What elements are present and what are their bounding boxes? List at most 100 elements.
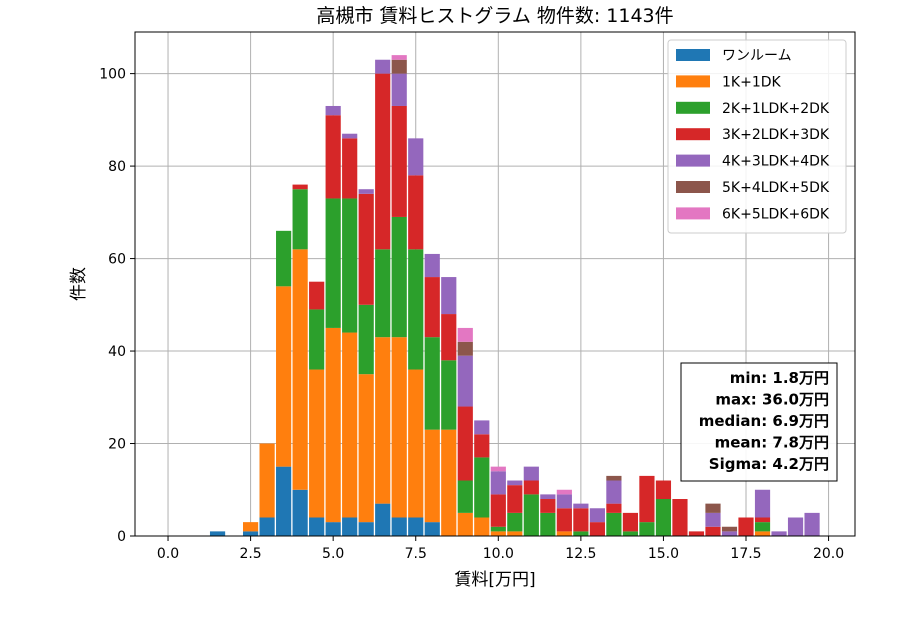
bar-0-11 <box>391 517 407 536</box>
bar-3-26 <box>639 475 655 523</box>
bar-0-13 <box>424 522 440 536</box>
bar-0-5 <box>292 489 308 536</box>
bar-2-4 <box>276 230 292 287</box>
bar-4-19 <box>523 466 539 481</box>
legend-swatch-2 <box>676 101 710 114</box>
y-axis-ticks: 0 20 40 60 80 100 <box>99 67 135 545</box>
y-tick-label: 60 <box>108 252 126 268</box>
bar-2-20 <box>540 512 556 536</box>
y-tick-label: 0 <box>117 529 126 545</box>
bar-0-0 <box>209 531 226 536</box>
bar-5-15 <box>457 341 473 356</box>
bar-1-12 <box>408 369 424 518</box>
bar-1-3 <box>259 443 275 518</box>
bar-4-17 <box>490 471 506 495</box>
bar-1-14 <box>441 429 457 536</box>
bar-3-29 <box>688 531 705 536</box>
stats-box: min: 1.8万円 max: 36.0万円 median: 6.9万円 mean: … <box>680 362 838 482</box>
bar-1-2 <box>243 522 259 532</box>
bar-4-30 <box>705 512 721 527</box>
bar-3-8 <box>342 138 358 199</box>
bar-2-19 <box>523 494 539 536</box>
bar-2-13 <box>424 337 440 430</box>
bar-1-21 <box>556 531 572 536</box>
bar-3-15 <box>457 406 473 481</box>
bar-6-11 <box>391 55 407 60</box>
bar-3-11 <box>391 105 407 217</box>
bar-3-30 <box>705 526 721 536</box>
bar-4-8 <box>342 133 358 139</box>
bar-2-16 <box>474 457 490 518</box>
bar-2-12 <box>408 249 424 370</box>
bar-3-28 <box>672 499 688 536</box>
legend-swatch-0 <box>676 49 710 61</box>
stats-line-2: median: 6.9万円 <box>699 412 829 430</box>
legend-label-2: 2K+1LDK+2DK <box>722 101 830 117</box>
bar-3-22 <box>573 508 589 532</box>
bar-2-33 <box>754 522 771 532</box>
x-tick-label: 10.0 <box>483 546 514 562</box>
bar-0-3 <box>259 517 275 536</box>
bar-1-7 <box>325 327 341 523</box>
bar-3-21 <box>556 508 572 532</box>
bar-2-5 <box>292 189 308 250</box>
bar-0-7 <box>325 522 341 536</box>
legend-swatch-6 <box>676 207 710 220</box>
bar-4-36 <box>804 512 820 536</box>
bar-1-4 <box>276 286 292 467</box>
bar-0-2 <box>243 531 259 536</box>
bars-group <box>209 55 820 536</box>
bar-5-24 <box>606 475 622 481</box>
bar-3-5 <box>292 184 308 190</box>
bar-2-17 <box>490 526 506 532</box>
bar-0-12 <box>408 517 424 536</box>
x-tick-label: 15.0 <box>648 546 679 562</box>
bar-4-24 <box>606 480 622 504</box>
bar-4-10 <box>375 59 391 74</box>
bar-2-22 <box>573 531 589 536</box>
bar-2-25 <box>622 531 639 536</box>
bar-3-14 <box>441 314 457 361</box>
bar-4-33 <box>754 489 771 518</box>
bar-2-11 <box>391 216 407 338</box>
bar-4-23 <box>589 508 605 523</box>
legend: ワンルーム 1K+1DK 2K+1LDK+2DK 3K+2LDK+3DK 4K+3LDK… <box>667 39 847 234</box>
bar-1-13 <box>424 429 440 523</box>
legend-swatch-3 <box>676 128 710 141</box>
bar-5-30 <box>705 503 721 513</box>
bar-6-17 <box>490 466 506 472</box>
bar-3-7 <box>325 115 341 199</box>
stats-line-0: min: 1.8万円 <box>730 369 829 387</box>
bar-1-15 <box>457 512 473 536</box>
chart-title: 高槻市 賃料ヒストグラム 物件数: 1143件 <box>316 5 673 27</box>
bar-1-33 <box>754 531 771 536</box>
bar-0-9 <box>358 522 374 536</box>
bar-2-6 <box>309 309 325 370</box>
y-tick-label: 100 <box>99 67 126 83</box>
bar-2-14 <box>441 360 457 430</box>
bar-4-7 <box>325 105 341 116</box>
bar-1-5 <box>292 249 308 490</box>
stats-frame <box>680 362 838 482</box>
bar-1-17 <box>490 531 506 536</box>
stats-line-1: max: 36.0万円 <box>715 391 829 409</box>
bar-2-9 <box>358 304 374 375</box>
bar-6-15 <box>457 327 473 342</box>
bar-6-21 <box>556 489 572 495</box>
plot-frame <box>134 31 856 537</box>
y-tick-label: 20 <box>108 437 126 453</box>
legend-swatch-1 <box>676 75 710 88</box>
bar-1-11 <box>391 337 407 518</box>
bar-3-32 <box>738 517 754 536</box>
bar-3-23 <box>589 522 605 536</box>
bar-4-22 <box>573 503 589 509</box>
legend-box <box>667 39 847 234</box>
bar-3-10 <box>375 73 391 250</box>
bar-0-10 <box>375 503 391 536</box>
bar-4-9 <box>358 189 374 194</box>
bar-3-20 <box>540 499 556 513</box>
bar-0-4 <box>276 466 292 536</box>
bar-3-6 <box>309 281 325 310</box>
bar-4-18 <box>507 480 523 486</box>
